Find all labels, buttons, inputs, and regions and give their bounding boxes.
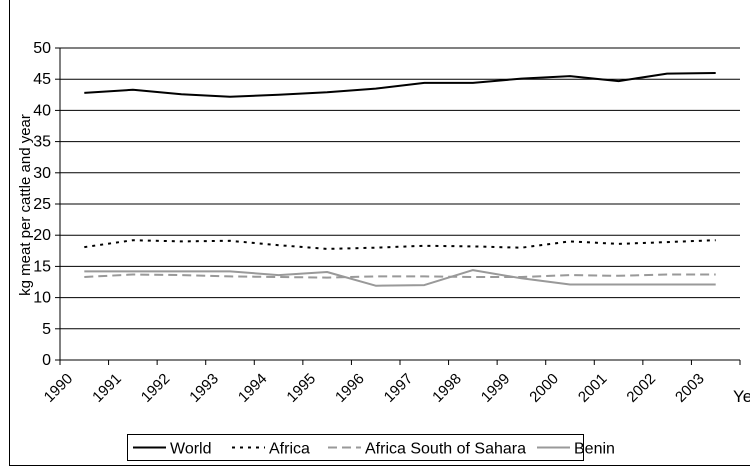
legend-label: Africa <box>269 441 310 458</box>
y-tick-label: 20 <box>33 227 51 244</box>
x-tick-label: 1996 <box>332 370 368 406</box>
series-line-world <box>84 72 716 98</box>
legend-label: World <box>170 441 212 458</box>
series-line-africa <box>84 239 716 250</box>
x-tick-label: 1994 <box>235 370 271 406</box>
x-tick-label: 1992 <box>138 370 174 406</box>
series-line-africa-south-of-sahara <box>84 273 716 279</box>
legend-label: Benin <box>574 441 615 458</box>
y-tick-label: 5 <box>42 321 51 338</box>
axes: 0 5 10 15 20 25 30 35 40 45 50 1990 1991 1992 1993 1994… <box>33 40 741 406</box>
legend-label: Africa South of Sahara <box>365 441 526 458</box>
y-tick-label: 50 <box>33 40 51 57</box>
y-tick-label: 30 <box>33 165 51 182</box>
series-line-benin <box>84 269 716 287</box>
x-axis-label: Year <box>733 387 750 406</box>
y-tick-label: 10 <box>33 290 51 307</box>
x-tick-label: 2000 <box>526 370 562 406</box>
x-tick-label: 1995 <box>283 370 319 406</box>
y-tick-label: 0 <box>42 352 51 369</box>
x-tick-label: 1999 <box>478 370 514 406</box>
y-tick-label: 45 <box>33 71 51 88</box>
gridlines <box>60 47 740 330</box>
legend-box <box>127 434 584 461</box>
x-tick-label: 1997 <box>381 370 417 406</box>
y-tick-label: 40 <box>33 102 51 119</box>
x-tick-label: 1998 <box>429 370 465 406</box>
x-tick-label: 2002 <box>623 370 659 406</box>
series-lines <box>84 72 716 287</box>
x-tick-label: 2001 <box>575 370 611 406</box>
y-tick-label: 25 <box>33 196 51 213</box>
x-tick-label: 1991 <box>89 370 125 406</box>
legend: World Africa Africa South of Sahara Benin <box>127 434 615 461</box>
y-tick-label: 15 <box>33 258 51 275</box>
y-tick-label: 35 <box>33 134 51 151</box>
x-tick-label: 2003 <box>672 370 708 406</box>
y-axis-label: kg meat per cattle and year <box>17 114 34 296</box>
x-tick-label: 1993 <box>186 370 222 406</box>
x-tick-label: 1990 <box>41 370 77 406</box>
